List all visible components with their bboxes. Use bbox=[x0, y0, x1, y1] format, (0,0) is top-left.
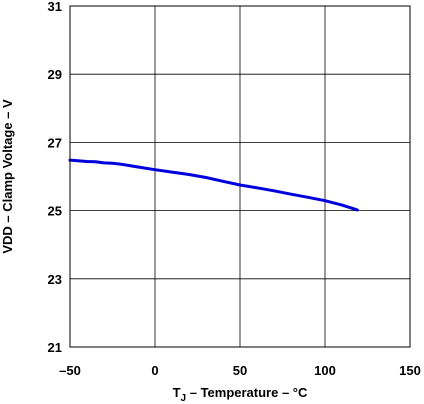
x-tick-label: 0 bbox=[151, 363, 158, 378]
x-axis-label: TJ – Temperature – °C bbox=[173, 385, 308, 404]
x-tick-label: 100 bbox=[314, 363, 336, 378]
x-axis-label-rest: – Temperature – °C bbox=[186, 385, 308, 400]
x-tick-labels: –50 0 50 100 150 bbox=[59, 363, 421, 378]
y-tick-label: 23 bbox=[48, 272, 62, 287]
y-tick-label: 31 bbox=[48, 0, 62, 14]
y-tick-labels: 21 23 25 27 29 31 bbox=[48, 0, 62, 355]
x-tick-label: –50 bbox=[59, 363, 81, 378]
plot-frame bbox=[69, 5, 411, 348]
y-axis-label: VDD – Clamp Voltage – V bbox=[0, 99, 15, 254]
series-line bbox=[68, 158, 359, 212]
x-tick-label: 150 bbox=[399, 363, 421, 378]
series-group bbox=[68, 158, 359, 212]
y-tick-label: 27 bbox=[48, 135, 62, 150]
y-tick-label: 29 bbox=[48, 67, 62, 82]
x-axis-label-subscript: J bbox=[181, 393, 187, 404]
x-tick-label: 50 bbox=[233, 363, 247, 378]
y-tick-label: 25 bbox=[48, 204, 62, 219]
x-axis-label-main: T bbox=[173, 385, 181, 400]
y-tick-label: 21 bbox=[48, 340, 62, 355]
grid-lines bbox=[70, 6, 410, 347]
